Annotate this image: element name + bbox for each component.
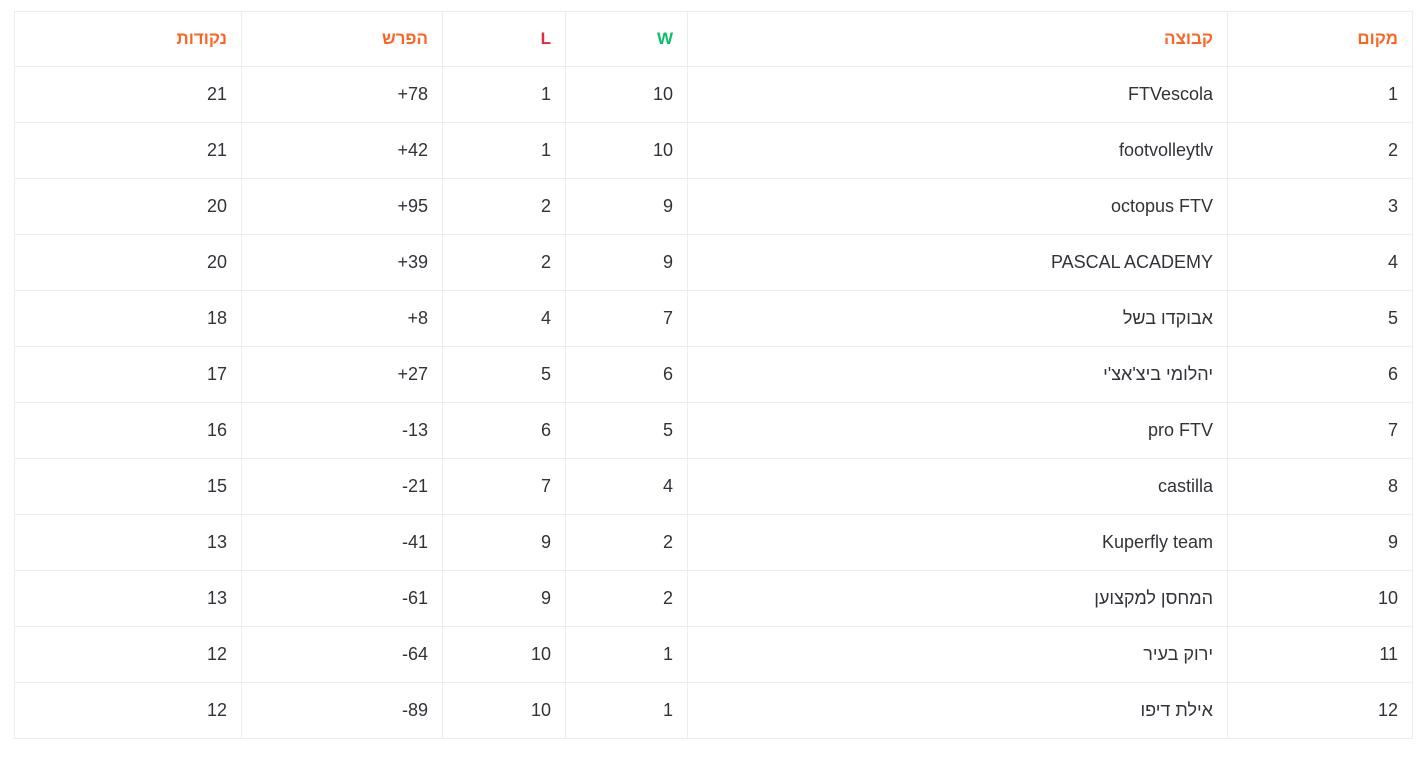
cell-points: 20 (14, 234, 242, 291)
cell-wins: 2 (565, 570, 688, 627)
cell-diff: -41 (241, 514, 443, 571)
cell-position: 3 (1227, 178, 1413, 235)
column-header-losses: L (442, 11, 566, 67)
cell-position: 8 (1227, 458, 1413, 515)
cell-position: 2 (1227, 122, 1413, 179)
cell-position: 11 (1227, 626, 1413, 683)
table-row: 8 castilla 4 7 -21 15 (14, 458, 1413, 515)
column-header-position: מקום (1227, 11, 1413, 67)
cell-team: octopus FTV (687, 178, 1228, 235)
cell-losses: 9 (442, 514, 566, 571)
cell-wins: 6 (565, 346, 688, 403)
cell-team: אילת דיפו (687, 682, 1228, 739)
column-header-points: נקודות (14, 11, 242, 67)
cell-losses: 7 (442, 458, 566, 515)
standings-table: מקום קבוצה W L הפרש נקודות 1 FTVescola 1… (14, 11, 1413, 739)
cell-team: pro FTV (687, 402, 1228, 459)
cell-losses: 9 (442, 570, 566, 627)
cell-team: castilla (687, 458, 1228, 515)
cell-team: המחסן למקצוען (687, 570, 1228, 627)
cell-position: 10 (1227, 570, 1413, 627)
table-row: 10 המחסן למקצוען 2 9 -61 13 (14, 570, 1413, 627)
cell-points: 15 (14, 458, 242, 515)
table-row: 1 FTVescola 10 1 +78 21 (14, 66, 1413, 123)
cell-diff: -61 (241, 570, 443, 627)
column-header-team: קבוצה (687, 11, 1228, 67)
cell-points: 16 (14, 402, 242, 459)
cell-points: 13 (14, 570, 242, 627)
cell-wins: 7 (565, 290, 688, 347)
cell-wins: 2 (565, 514, 688, 571)
cell-points: 12 (14, 682, 242, 739)
cell-team: אבוקדו בשל (687, 290, 1228, 347)
cell-diff: -64 (241, 626, 443, 683)
table-row: 2 footvolleytlv 10 1 +42 21 (14, 122, 1413, 179)
cell-wins: 5 (565, 402, 688, 459)
table-row: 7 pro FTV 5 6 -13 16 (14, 402, 1413, 459)
cell-position: 6 (1227, 346, 1413, 403)
cell-points: 17 (14, 346, 242, 403)
cell-points: 18 (14, 290, 242, 347)
cell-wins: 4 (565, 458, 688, 515)
cell-diff: +8 (241, 290, 443, 347)
column-header-diff: הפרש (241, 11, 443, 67)
cell-losses: 2 (442, 178, 566, 235)
cell-losses: 1 (442, 122, 566, 179)
cell-losses: 10 (442, 682, 566, 739)
cell-points: 21 (14, 66, 242, 123)
cell-diff: -13 (241, 402, 443, 459)
table-row: 4 PASCAL ACADEMY 9 2 +39 20 (14, 234, 1413, 291)
cell-position: 4 (1227, 234, 1413, 291)
cell-position: 9 (1227, 514, 1413, 571)
cell-team: PASCAL ACADEMY (687, 234, 1228, 291)
cell-losses: 2 (442, 234, 566, 291)
cell-team: FTVescola (687, 66, 1228, 123)
cell-position: 5 (1227, 290, 1413, 347)
cell-diff: -89 (241, 682, 443, 739)
cell-wins: 1 (565, 682, 688, 739)
cell-team: יהלומי ביצ'אצ'י (687, 346, 1228, 403)
cell-wins: 9 (565, 178, 688, 235)
cell-points: 20 (14, 178, 242, 235)
cell-points: 13 (14, 514, 242, 571)
table-row: 5 אבוקדו בשל 7 4 +8 18 (14, 290, 1413, 347)
cell-position: 7 (1227, 402, 1413, 459)
table-row: 12 אילת דיפו 1 10 -89 12 (14, 682, 1413, 739)
cell-team: Kuperfly team (687, 514, 1228, 571)
table-row: 3 octopus FTV 9 2 +95 20 (14, 178, 1413, 235)
cell-wins: 10 (565, 66, 688, 123)
cell-losses: 6 (442, 402, 566, 459)
cell-losses: 1 (442, 66, 566, 123)
cell-points: 12 (14, 626, 242, 683)
cell-diff: +78 (241, 66, 443, 123)
cell-diff: +27 (241, 346, 443, 403)
cell-losses: 4 (442, 290, 566, 347)
cell-losses: 10 (442, 626, 566, 683)
cell-team: footvolleytlv (687, 122, 1228, 179)
cell-losses: 5 (442, 346, 566, 403)
cell-diff: +42 (241, 122, 443, 179)
cell-position: 12 (1227, 682, 1413, 739)
cell-position: 1 (1227, 66, 1413, 123)
column-header-wins: W (565, 11, 688, 67)
cell-wins: 10 (565, 122, 688, 179)
table-row: 6 יהלומי ביצ'אצ'י 6 5 +27 17 (14, 346, 1413, 403)
cell-wins: 1 (565, 626, 688, 683)
cell-diff: +95 (241, 178, 443, 235)
cell-points: 21 (14, 122, 242, 179)
table-row: 11 ירוק בעיר 1 10 -64 12 (14, 626, 1413, 683)
table-header-row: מקום קבוצה W L הפרש נקודות (14, 11, 1413, 67)
cell-wins: 9 (565, 234, 688, 291)
table-row: 9 Kuperfly team 2 9 -41 13 (14, 514, 1413, 571)
cell-diff: +39 (241, 234, 443, 291)
cell-diff: -21 (241, 458, 443, 515)
cell-team: ירוק בעיר (687, 626, 1228, 683)
